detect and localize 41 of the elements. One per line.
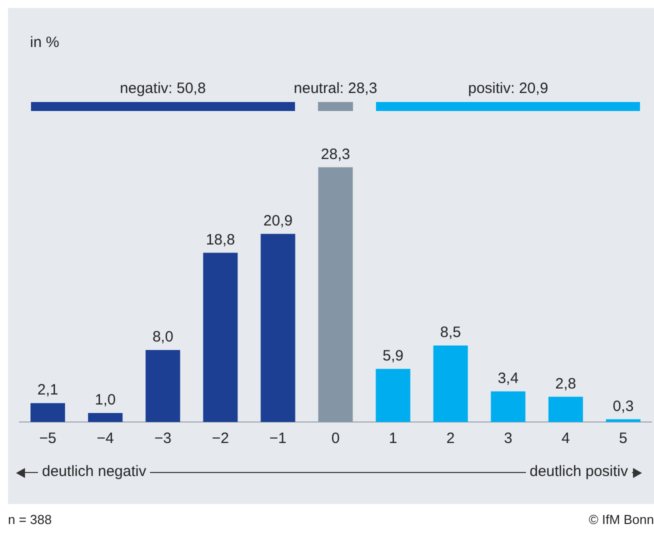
bar [433,346,468,422]
text: © IfM Bonn [588,512,654,527]
x-tick-label: −3 [154,430,172,448]
text: in % [30,34,60,51]
text: neutral: 28,3 [292,80,378,97]
x-tick-label: 4 [562,430,570,448]
data-label: 0,3 [612,398,634,415]
x-tick-label: 0 [331,430,340,448]
bar [260,234,296,422]
bar [490,391,526,422]
bar [318,167,353,422]
text: deutlich negativ [38,463,150,480]
data-label: 2,8 [555,375,576,392]
bar [606,419,640,422]
data-label: 8,0 [152,328,174,346]
x-tick-label: 5 [619,430,628,448]
x-tick-label: −5 [39,430,56,448]
data-label: 18,8 [206,231,236,248]
text: n = 388 [8,512,52,527]
bar [203,252,238,422]
x-tick-label: 1 [388,430,398,448]
data-label: 5,9 [382,348,404,365]
text: deutlich positiv [526,463,632,480]
data-label: 3,4 [498,370,519,388]
bar [30,403,66,422]
x-tick-label: 3 [504,430,512,448]
x-tick-label: −2 [212,430,229,448]
text: positiv: 20,9 [468,80,548,97]
x-tick-label: −4 [96,430,114,448]
bar [146,350,180,422]
x-tick-label: −1 [269,430,287,448]
bar [376,368,410,422]
x-tick-label: 2 [446,430,455,448]
data-label: 1,0 [94,392,116,409]
data-label: 8,5 [440,324,462,342]
bar [548,396,583,422]
data-label: 20,9 [263,212,293,230]
data-label: 2,1 [37,382,58,399]
data-label: 28,3 [320,146,350,163]
bar [88,413,123,422]
text: negativ: 50,8 [120,80,206,97]
